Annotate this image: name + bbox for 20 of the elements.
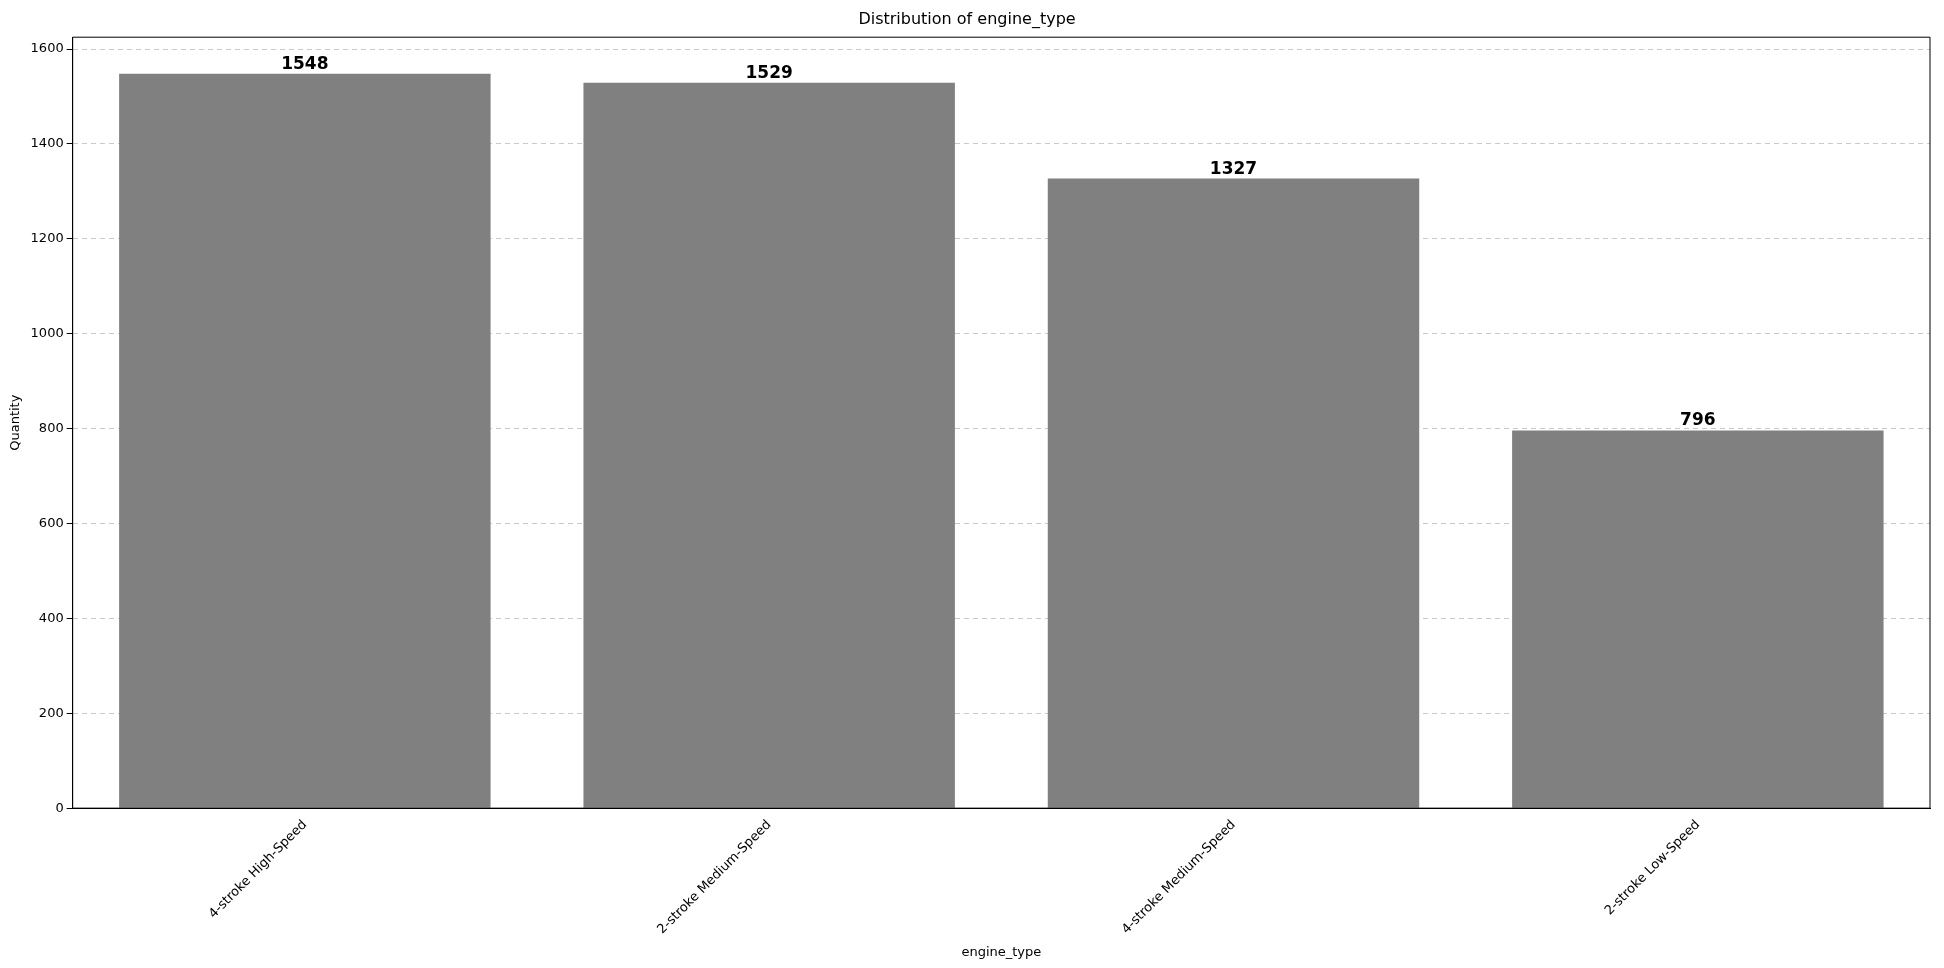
y-tick-label: 1200 (30, 230, 64, 246)
y-tick-label: 1400 (30, 135, 64, 151)
y-tick-label: 200 (38, 704, 64, 720)
bar (119, 73, 491, 808)
x-axis-title: engine_type (961, 943, 1042, 959)
y-tick-label: 600 (38, 514, 64, 530)
data-label: 1529 (745, 61, 793, 82)
y-tick-label: 800 (38, 419, 64, 435)
y-tick-label: 1000 (30, 325, 64, 341)
bar (583, 82, 955, 808)
data-label: 1548 (281, 52, 329, 73)
y-axis-title: Quantity (7, 394, 23, 451)
y-tick-label: 0 (55, 799, 64, 815)
data-label: 1327 (1209, 157, 1258, 178)
bar (1047, 178, 1420, 808)
bar (1512, 430, 1884, 808)
y-tick-label: 400 (38, 609, 64, 625)
y-tick-label: 1600 (30, 40, 64, 56)
data-label: 796 (1680, 409, 1716, 430)
chart-title: Distribution of engine_type (858, 8, 1076, 29)
